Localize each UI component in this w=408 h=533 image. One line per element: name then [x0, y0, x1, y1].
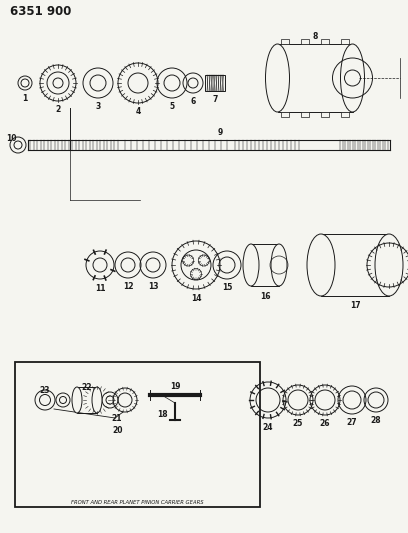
Ellipse shape [266, 44, 290, 112]
Text: 19: 19 [170, 382, 180, 391]
Bar [321, 112, 329, 117]
Bar [277, 44, 353, 112]
Text: 26: 26 [320, 419, 330, 428]
Text: 23: 23 [40, 386, 50, 395]
Text: 13: 13 [148, 282, 158, 291]
Text: 24: 24 [263, 423, 273, 432]
Bar [301, 39, 309, 44]
Bar [301, 112, 309, 117]
Ellipse shape [243, 244, 259, 286]
Text: 16: 16 [260, 292, 270, 301]
Text: 3: 3 [95, 102, 101, 111]
Text: 22: 22 [82, 383, 92, 392]
Text: 17: 17 [350, 301, 360, 310]
Text: 28: 28 [371, 416, 381, 425]
Bar [341, 39, 349, 44]
Text: 6351 900: 6351 900 [10, 5, 71, 18]
Text: 2: 2 [55, 105, 61, 114]
Text: 18: 18 [157, 410, 168, 419]
Bar [15, 362, 260, 507]
Text: 20: 20 [113, 426, 123, 435]
Text: FRONT AND REAR PLANET PINION CARRIER GEARS: FRONT AND REAR PLANET PINION CARRIER GEA… [71, 500, 204, 505]
Text: 11: 11 [95, 284, 105, 293]
Text: 6: 6 [191, 97, 195, 106]
Bar [77, 387, 97, 413]
Text: 10: 10 [6, 134, 16, 143]
Ellipse shape [341, 44, 364, 112]
Ellipse shape [307, 234, 335, 296]
Bar [281, 112, 289, 117]
Text: 4: 4 [135, 107, 141, 116]
Bar [251, 244, 279, 286]
Ellipse shape [375, 234, 403, 296]
Ellipse shape [72, 387, 82, 413]
Text: 7: 7 [212, 95, 218, 104]
Text: 8: 8 [312, 32, 318, 41]
Text: 9: 9 [217, 128, 223, 137]
Bar [281, 39, 289, 44]
Text: 15: 15 [222, 283, 232, 292]
Text: 12: 12 [123, 282, 133, 291]
Text: 1: 1 [22, 94, 28, 103]
Ellipse shape [271, 244, 287, 286]
Text: 25: 25 [293, 419, 303, 428]
Text: 14: 14 [191, 294, 201, 303]
Bar [321, 234, 389, 296]
Ellipse shape [92, 387, 102, 413]
Text: 21: 21 [112, 414, 122, 423]
Bar [205, 75, 225, 91]
Text: 5: 5 [169, 102, 175, 111]
Bar [341, 112, 349, 117]
Bar [321, 39, 329, 44]
Text: 27: 27 [347, 418, 357, 427]
